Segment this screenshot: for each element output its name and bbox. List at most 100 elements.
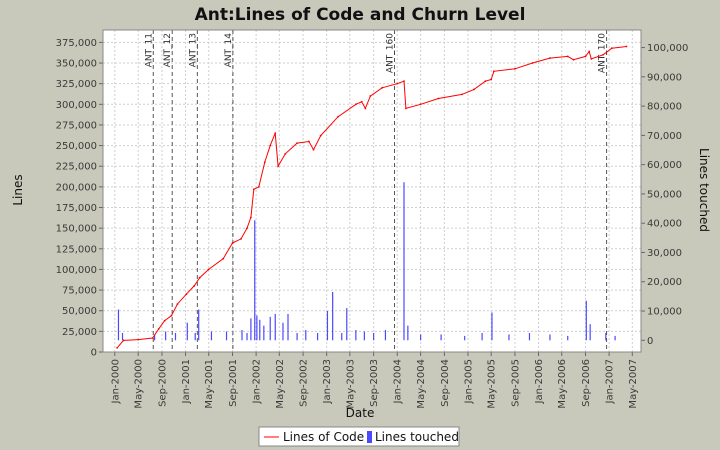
lines-of-code-point [381,86,384,89]
lines-of-code-point [473,88,475,91]
x-tick-label: Jan-2005 [463,359,474,404]
legend-box [258,426,460,447]
y-tick-label-left: 0 [91,348,97,359]
x-tick-label: Jan-2006 [534,359,545,404]
lines-of-code-point [246,227,248,230]
y-tick-label-right: 40,000 [647,219,682,230]
plot-area [103,30,641,352]
lines-of-code-point [419,103,422,106]
lines-of-code-point [590,57,593,60]
lines-of-code-point [514,67,516,70]
release-marker-label: ANT_11 [144,33,154,67]
lines-of-code-point [176,303,179,306]
x-tick-label: Jan-2007 [605,359,616,404]
release-marker-label: ANT_13 [188,33,198,67]
y-tick-label-left: 375,000 [56,38,97,49]
lines-of-code-point [403,80,405,83]
legend-bar-swatch [367,431,372,443]
y-tick-label-right: 30,000 [647,248,682,259]
plot-border [102,29,642,353]
x-tick-label: Sep-2004 [440,359,451,407]
x-tick-label: Sep-2003 [369,359,380,407]
y-tick-label-left: 200,000 [56,182,97,193]
lines-of-code-point [284,152,287,155]
lines-of-code-point [222,257,225,260]
x-tick-label: May-2004 [416,359,427,409]
y-tick-label-right: 50,000 [647,189,682,200]
lines-of-code-point [492,70,495,73]
lines-of-code-point [319,134,322,137]
lines-of-code-point [307,140,310,143]
x-axis-label: Date [346,406,375,420]
legend-label-lines-of-code: Lines of Code [283,430,364,444]
lines-of-code-point [277,165,280,168]
lines-of-code-point [207,268,210,271]
lines-touched-series [117,182,616,341]
lines-of-code-point [122,339,125,342]
x-tick-label: Jan-2001 [181,359,192,404]
y-tick-label-left: 75,000 [62,286,97,297]
release-marker-label: ANT_170 [598,33,608,73]
lines-of-code-point [588,50,591,53]
lines-of-code-point [185,293,188,296]
y-tick-label-left: 25,000 [62,327,97,338]
lines-of-code-point [610,47,613,50]
lines-of-code-point [249,216,252,219]
lines-of-code-point [231,242,234,244]
lines-of-code-point [274,132,277,135]
lines-of-code-point [257,185,260,188]
y-tick-label-left: 150,000 [56,224,97,235]
y-tick-label-left: 175,000 [56,203,97,214]
lines-of-code-point [584,55,587,58]
lines-of-code-point [549,57,551,59]
lines-of-code-series [116,45,628,349]
lines-of-code-point [337,115,339,118]
lines-of-code-point [170,314,173,317]
lines-of-code-point [252,188,255,191]
lines-of-code-point [531,62,534,64]
y-tick-label-left: 325,000 [56,79,97,90]
x-tick-label: Sep-2002 [299,359,310,407]
lines-of-code-point [396,82,399,85]
x-tick-label: May-2002 [275,359,286,409]
x-tick-label: Jan-2003 [322,359,333,404]
y-tick-label-right: 100,000 [647,43,688,54]
release-marker-label: ANT_160 [386,33,396,73]
x-tick-label: Sep-2006 [581,359,592,407]
y-tick-label-right: 80,000 [647,102,682,113]
lines-of-code-point [193,285,196,287]
lines-of-code-point [625,45,628,48]
y-tick-label-right: 20,000 [647,277,682,288]
lines-of-code-point [116,346,119,349]
y-axis-label-left: Lines [11,174,25,205]
x-tick-label: May-2001 [204,359,215,409]
y-tick-label-left: 350,000 [56,59,97,70]
y-tick-label-left: 50,000 [62,306,97,317]
lines-of-code-point [369,95,372,97]
axes: 0 25,000 50,000 75,000 100,000 125,000 150,000… [56,29,688,409]
lines-of-code-point [263,161,266,164]
lines-of-code-point [437,97,440,100]
lines-of-code-point [360,100,363,103]
x-tick-label: May-2007 [628,359,639,409]
lines-of-code-point [163,319,166,322]
x-tick-label: May-2003 [345,359,356,409]
lines-of-code-point [157,327,160,330]
y-tick-label-left: 125,000 [56,244,97,255]
x-tick-label: May-2000 [134,359,145,409]
x-tick-label: Jan-2004 [393,359,404,404]
release-marker-label: ANT_14 [224,33,234,68]
y-tick-label-right: 10,000 [647,307,682,318]
legend-label-lines-touched: Lines touched [375,430,459,444]
y-tick-label-left: 300,000 [56,100,97,111]
grid [103,30,641,353]
lines-of-code-point [354,103,357,106]
y-tick-label-right: 60,000 [647,160,682,171]
lines-of-code-point [602,53,605,56]
y-tick-label-left: 100,000 [56,265,97,276]
lines-of-code-point [151,337,154,339]
y-tick-label-left: 225,000 [56,162,97,173]
lines-of-code-point [490,78,493,81]
lines-of-code-point [312,148,315,151]
